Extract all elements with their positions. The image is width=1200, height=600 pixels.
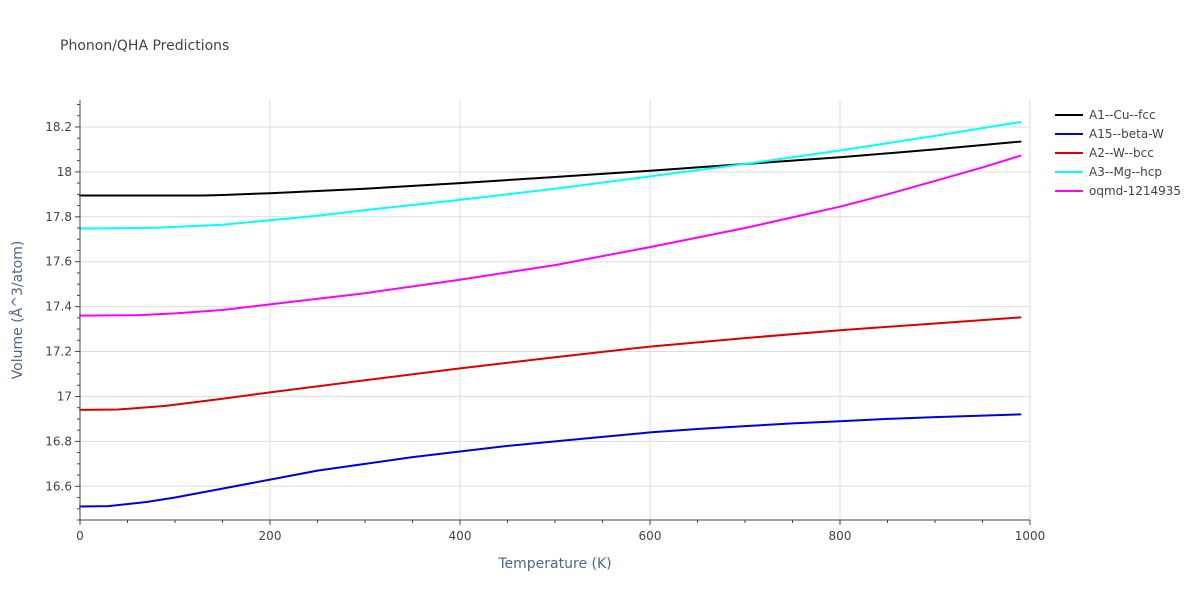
y-tick-label: 17.4 xyxy=(45,300,72,314)
plot-area xyxy=(79,121,1022,508)
series-line-oqmd-1214935[interactable] xyxy=(79,154,1022,317)
x-tick-label: 0 xyxy=(76,529,84,543)
y-tick-label: 16.6 xyxy=(45,479,72,493)
legend-item-A2--W--bcc[interactable]: A2--W--bcc xyxy=(1055,146,1154,160)
legend-label: A15--beta-W xyxy=(1089,127,1164,141)
y-tick-label: 18.2 xyxy=(45,120,72,134)
legend[interactable]: A1--Cu--fcc A15--beta-W A2--W--bcc A3--Mg--… xyxy=(1055,108,1181,198)
legend-item-oqmd-1214935[interactable]: oqmd-1214935 xyxy=(1055,184,1181,198)
y-tick-label: 17.2 xyxy=(45,345,72,359)
legend-item-A15--beta-W[interactable]: A15--beta-W xyxy=(1055,127,1164,141)
series-line-A3--Mg--hcp[interactable] xyxy=(79,121,1022,230)
y-tick-label: 17 xyxy=(57,389,72,403)
y-tick-label: 17.6 xyxy=(45,255,72,269)
legend-label: oqmd-1214935 xyxy=(1089,184,1181,198)
x-tick-label: 200 xyxy=(259,529,282,543)
y-tick-label: 18 xyxy=(57,165,72,179)
series-line-A2--W--bcc[interactable] xyxy=(79,316,1022,411)
series-line-A1--Cu--fcc[interactable] xyxy=(79,140,1022,197)
series-line-A15--beta-W[interactable] xyxy=(79,413,1022,508)
legend-label: A3--Mg--hcp xyxy=(1089,165,1162,179)
x-tick-label: 600 xyxy=(639,529,662,543)
legend-item-A1--Cu--fcc[interactable]: A1--Cu--fcc xyxy=(1055,108,1156,122)
y-tick-label: 17.8 xyxy=(45,210,72,224)
y-tick-label: 16.8 xyxy=(45,434,72,448)
legend-label: A1--Cu--fcc xyxy=(1089,108,1156,122)
chart-title: Phonon/QHA Predictions xyxy=(60,38,229,54)
x-tick-label: 1000 xyxy=(1015,529,1046,543)
x-tick-label: 800 xyxy=(829,529,852,543)
legend-item-A3--Mg--hcp[interactable]: A3--Mg--hcp xyxy=(1055,165,1162,179)
legend-label: A2--W--bcc xyxy=(1089,146,1154,160)
x-tick-label: 400 xyxy=(449,529,472,543)
x-axis-title: Temperature (K) xyxy=(497,556,611,572)
axes: 0 200 400 600 800 1000 16.6 16.8 17 17.2 17.4 17.6 1… xyxy=(45,100,1045,543)
y-axis-title: Volume (Å^3/atom) xyxy=(9,241,26,380)
